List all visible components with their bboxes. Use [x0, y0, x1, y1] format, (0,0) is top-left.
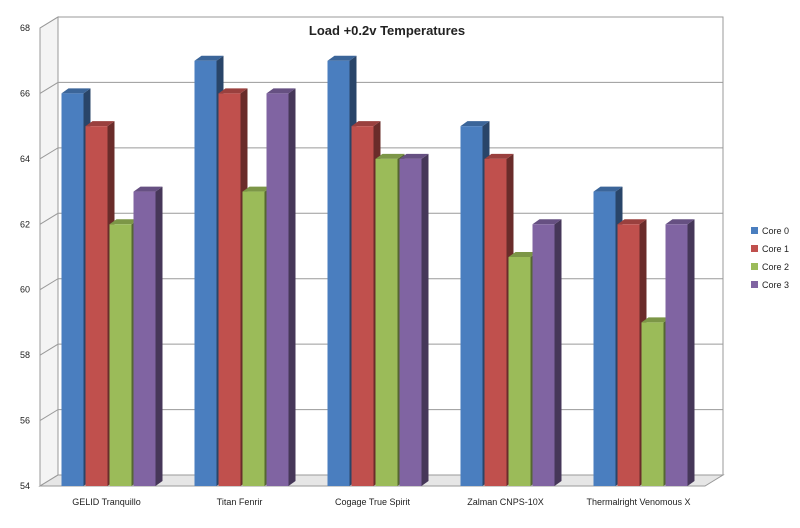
legend-item: Core 0	[751, 226, 789, 236]
x-tick-label: Cogage True Spirit	[335, 497, 411, 507]
legend-item: Core 3	[751, 280, 789, 290]
y-tick-label: 68	[20, 23, 30, 33]
y-tick-label: 62	[20, 219, 30, 229]
y-tick-label: 66	[20, 88, 30, 98]
x-tick-label: Thermalright Venomous X	[586, 497, 690, 507]
legend-swatch	[751, 227, 758, 234]
gridline	[39, 81, 723, 94]
bars	[61, 55, 695, 487]
y-tick-label: 56	[20, 416, 30, 426]
legend-swatch	[751, 263, 758, 270]
legend-item: Core 2	[751, 262, 789, 272]
legend-item: Core 1	[751, 244, 789, 254]
x-tick-label: Zalman CNPS-10X	[467, 497, 544, 507]
bar	[266, 88, 296, 486]
bar	[133, 186, 163, 487]
bar	[399, 153, 429, 486]
y-tick-label: 64	[20, 154, 30, 164]
gridline	[39, 147, 723, 160]
legend-label: Core 3	[762, 280, 789, 290]
y-tick-label: 60	[20, 285, 30, 295]
bar	[532, 219, 562, 487]
y-tick-label: 54	[20, 481, 30, 491]
bar	[665, 219, 695, 487]
legend-label: Core 0	[762, 226, 789, 236]
y-axis: 54 56 58 60 62 64 66 68	[20, 23, 30, 491]
legend-label: Core 1	[762, 244, 789, 254]
y-tick-label: 58	[20, 350, 30, 360]
legend-swatch	[751, 281, 758, 288]
legend-swatch	[751, 245, 758, 252]
legend: Core 0 Core 1 Core 2 Core 3	[751, 226, 789, 290]
x-axis: GELID Tranquillo Titan Fenrir Cogage True …	[72, 497, 690, 507]
gridline	[39, 16, 723, 29]
legend-label: Core 2	[762, 262, 789, 272]
x-tick-label: Titan Fenrir	[217, 497, 263, 507]
chart-title: Load +0.2v Temperatures	[309, 23, 465, 38]
x-tick-label: GELID Tranquillo	[72, 497, 141, 507]
